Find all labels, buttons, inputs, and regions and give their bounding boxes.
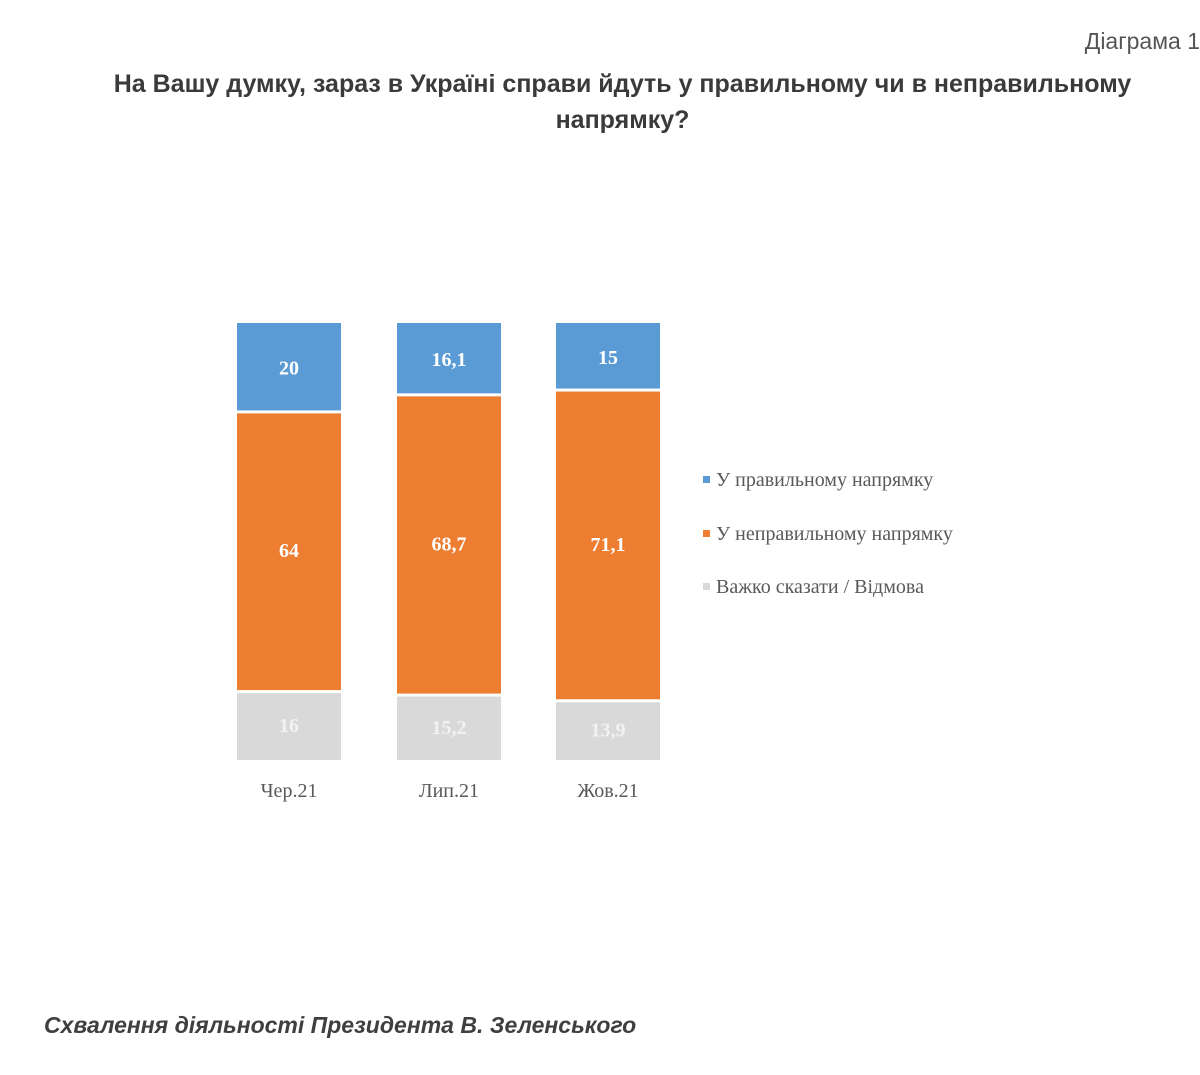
bar-segment-1-1 [397,396,501,694]
x-tick-label: Чер.21 [261,780,318,802]
data-label-2-2: 15 [598,347,618,369]
chart-title: На Вашу думку, зараз в Україні справи йд… [113,70,1132,134]
bar-segment-0-1 [237,413,341,691]
data-label-2-0: 13,9 [591,720,626,742]
next-section-title: Схвалення діяльності Президента В. Зелен… [44,1012,637,1038]
bar-segment-2-1 [556,391,660,700]
legend-swatch [703,583,710,590]
legend-swatch [703,476,710,483]
data-label-1-0: 15,2 [432,717,467,739]
legend-item-label: У неправильному напрямку [716,523,953,545]
x-tick-label: Лип.21 [419,780,479,802]
data-label-0-1: 64 [279,540,299,562]
bar-segment-0-2 [237,323,341,411]
legend-item-label: Важко сказати / Відмова [716,576,924,598]
data-label-0-2: 20 [279,358,299,380]
bar-segment-1-2 [397,323,501,394]
diagram-number-label: Діаграма 1 [1084,28,1200,54]
bar-segment-2-0 [556,702,660,760]
legend-swatch [703,530,710,537]
x-tick-label: Жов.21 [577,780,638,802]
bar-segment-1-0 [397,696,501,760]
legend-item-label: У правильному напрямку [716,469,933,491]
data-label-0-0: 16 [279,715,299,737]
data-label-2-1: 71,1 [591,534,626,556]
data-label-1-1: 68,7 [432,533,467,555]
bar-segment-0-0 [237,693,341,760]
data-label-1-2: 16,1 [432,349,467,371]
bar-segment-2-2 [556,323,660,389]
